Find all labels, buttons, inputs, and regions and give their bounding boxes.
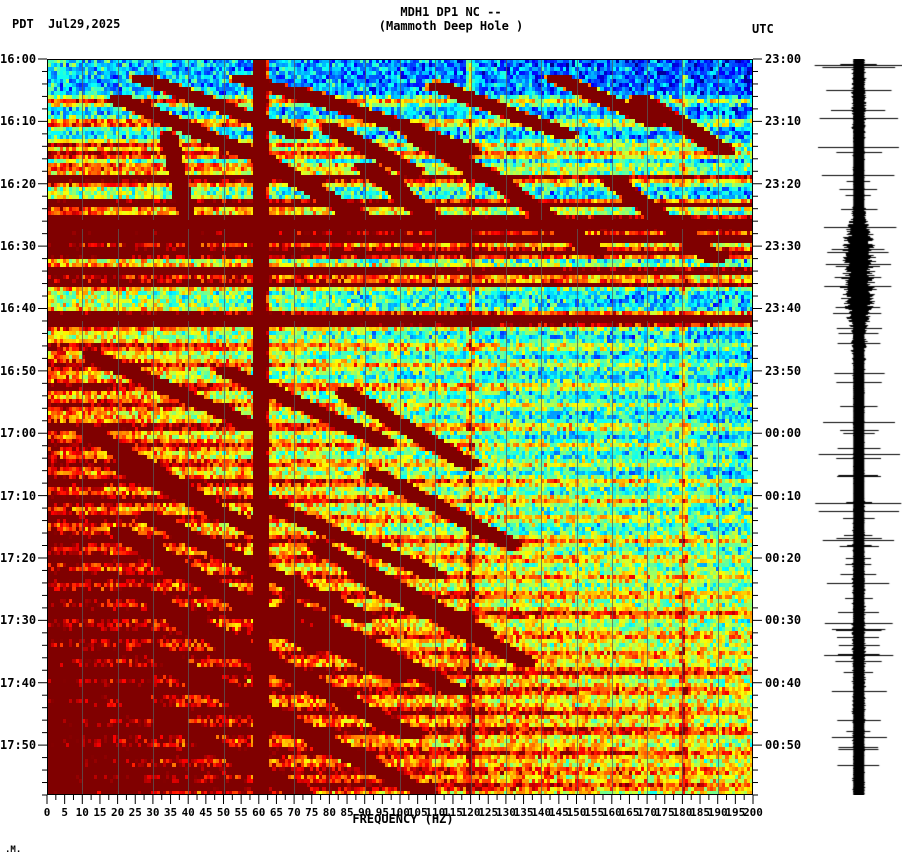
header-date: Jul29,2025 xyxy=(48,17,121,31)
frequency-tick-15: 15 xyxy=(93,806,107,819)
time-tick-right-4: 23:40 xyxy=(765,301,802,316)
time-tick-right-2: 23:20 xyxy=(765,176,802,191)
frequency-tick-85: 85 xyxy=(340,806,354,819)
time-tick-left-1: 16:10 xyxy=(0,114,37,129)
time-tick-left-9: 17:30 xyxy=(0,613,37,628)
frequency-tick-165: 165 xyxy=(619,806,640,819)
frequency-tick-140: 140 xyxy=(531,806,552,819)
frequency-tick-10: 10 xyxy=(75,806,89,819)
time-tick-right-10: 00:40 xyxy=(765,675,802,690)
seismogram-canvas xyxy=(806,59,902,795)
time-tick-left-5: 16:50 xyxy=(0,363,37,378)
header-left-timezone-date: PDT Jul29,2025 xyxy=(12,17,120,31)
frequency-tick-25: 25 xyxy=(128,806,142,819)
time-tick-right-3: 23:30 xyxy=(765,239,802,254)
frequency-tick-20: 20 xyxy=(110,806,125,819)
time-tick-right-6: 00:00 xyxy=(765,426,802,441)
time-tick-left-6: 17:00 xyxy=(0,426,37,441)
frequency-tick-50: 50 xyxy=(216,806,231,819)
corner-artifact: .M. xyxy=(5,845,22,855)
frequency-tick-45: 45 xyxy=(199,806,213,819)
frequency-tick-90: 90 xyxy=(358,806,372,819)
frequency-tick-185: 185 xyxy=(690,806,710,819)
spectrogram-canvas xyxy=(47,59,753,795)
frequency-tick-195: 195 xyxy=(725,806,746,819)
time-tick-left-0: 16:00 xyxy=(0,52,37,66)
frequency-tick-105: 105 xyxy=(407,806,428,819)
frequency-tick-130: 130 xyxy=(495,806,516,819)
frequency-tick-5: 5 xyxy=(61,806,68,819)
frequency-tick-100: 100 xyxy=(390,806,410,819)
frequency-tick-125: 125 xyxy=(478,806,499,819)
page-subtitle: (Mammoth Deep Hole ) xyxy=(378,19,524,33)
frequency-tick-120: 120 xyxy=(460,806,481,819)
time-tick-right-11: 00:50 xyxy=(765,738,802,753)
frequency-tick-0: 0 xyxy=(43,806,51,819)
frequency-tick-30: 30 xyxy=(146,806,160,819)
header-timezone-left: PDT xyxy=(12,17,34,31)
time-tick-left-3: 16:30 xyxy=(0,239,37,254)
time-tick-right-5: 23:50 xyxy=(765,363,802,378)
frequency-tick-200: 200 xyxy=(743,806,763,819)
time-tick-right-8: 00:20 xyxy=(765,550,802,565)
frequency-tick-70: 70 xyxy=(287,806,301,819)
time-tick-left-11: 17:50 xyxy=(0,738,37,753)
time-tick-left-4: 16:40 xyxy=(0,301,37,316)
frequency-tick-190: 190 xyxy=(707,806,728,819)
page-title: MDH1 DP1 NC -- xyxy=(400,5,502,19)
frequency-tick-95: 95 xyxy=(375,806,389,819)
time-tick-right-7: 00:10 xyxy=(765,488,802,503)
frequency-tick-55: 55 xyxy=(234,806,248,819)
frequency-tick-180: 180 xyxy=(672,806,693,819)
frequency-tick-170: 170 xyxy=(637,806,658,819)
frequency-tick-160: 160 xyxy=(601,806,622,819)
frequency-tick-145: 145 xyxy=(548,806,569,819)
frequency-tick-60: 60 xyxy=(252,806,266,819)
frequency-tick-115: 115 xyxy=(443,806,463,819)
frequency-tick-110: 110 xyxy=(425,806,446,819)
time-tick-right-9: 00:30 xyxy=(765,613,802,628)
frequency-tick-135: 135 xyxy=(513,806,534,819)
frequency-tick-35: 35 xyxy=(163,806,178,819)
frequency-tick-175: 175 xyxy=(654,806,675,819)
seismogram-trace xyxy=(806,59,902,795)
time-tick-right-0: 23:00 xyxy=(765,52,802,66)
frequency-tick-155: 155 xyxy=(584,806,605,819)
frequency-tick-40: 40 xyxy=(181,806,195,819)
frequency-tick-150: 150 xyxy=(566,806,587,819)
spectrogram-plot xyxy=(47,59,753,795)
time-tick-left-10: 17:40 xyxy=(0,675,37,690)
time-tick-left-2: 16:20 xyxy=(0,176,37,191)
frequency-tick-80: 80 xyxy=(322,806,337,819)
frequency-tick-65: 65 xyxy=(269,806,284,819)
frequency-axis-title: FREQUENCY (HZ) xyxy=(352,812,454,826)
time-tick-right-1: 23:10 xyxy=(765,114,802,129)
header-timezone-right: UTC xyxy=(752,22,774,36)
frequency-tick-75: 75 xyxy=(305,806,319,819)
time-tick-left-8: 17:20 xyxy=(0,550,37,565)
time-tick-left-7: 17:10 xyxy=(0,488,37,503)
